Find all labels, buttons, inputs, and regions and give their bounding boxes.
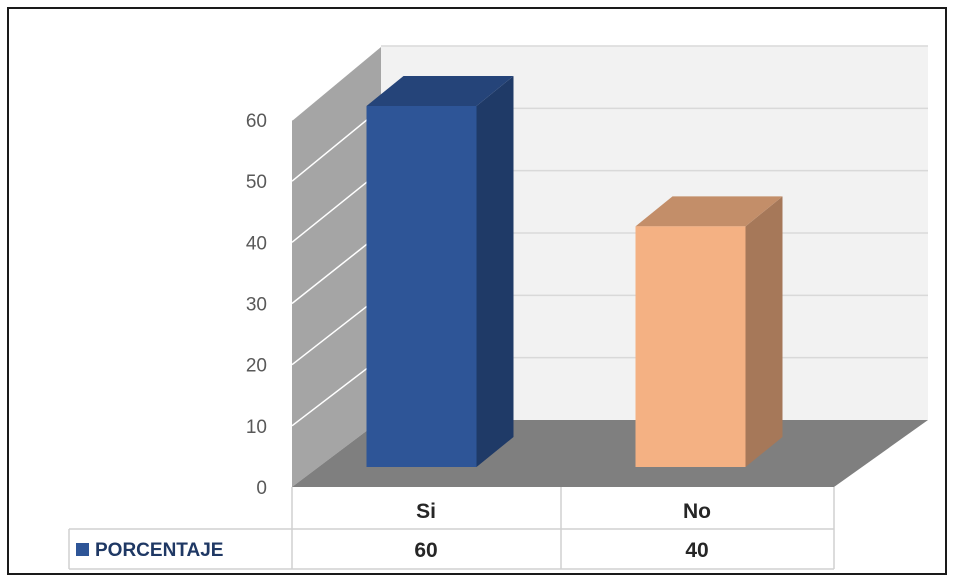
category-label-no: No <box>683 500 711 523</box>
table-value-no: 40 <box>685 539 708 562</box>
y-tick-label: 30 <box>246 295 267 316</box>
gridline <box>291 357 382 427</box>
side-wall <box>292 46 381 487</box>
gridline <box>291 45 382 121</box>
bar-no <box>635 196 783 468</box>
y-tick-label: 20 <box>246 356 267 377</box>
table-value-si: 60 <box>414 539 437 562</box>
gridline <box>291 107 382 182</box>
bar-chart: 0 10 20 30 40 50 60 PORCENTAJE Si No 60 40 <box>68 45 928 570</box>
y-tick-label: 40 <box>246 233 267 254</box>
gridline <box>291 170 382 243</box>
bar-front-face <box>366 106 477 467</box>
bar-side-face <box>745 196 783 468</box>
bar-top-face <box>366 76 514 106</box>
bar-front-face <box>635 226 746 467</box>
bar-top-face <box>635 196 783 227</box>
category-label-si: Si <box>416 500 436 523</box>
y-axis-ticks: 0 10 20 30 40 50 60 <box>246 111 267 499</box>
legend-label: PORCENTAJE <box>95 540 223 561</box>
data-table: PORCENTAJE Si No 60 40 <box>68 487 835 570</box>
y-tick-label: 0 <box>256 478 267 499</box>
y-tick-label: 10 <box>246 417 267 438</box>
gridline <box>291 232 382 305</box>
bars <box>366 76 783 468</box>
bar-si <box>366 76 514 467</box>
gridline <box>291 294 382 366</box>
y-tick-label: 50 <box>246 172 267 193</box>
chart-frame: 0 10 20 30 40 50 60 PORCENTAJE Si No 60 40 <box>7 7 947 575</box>
y-tick-label: 60 <box>246 111 267 132</box>
legend-key <box>76 543 89 556</box>
bar-side-face <box>476 76 514 467</box>
